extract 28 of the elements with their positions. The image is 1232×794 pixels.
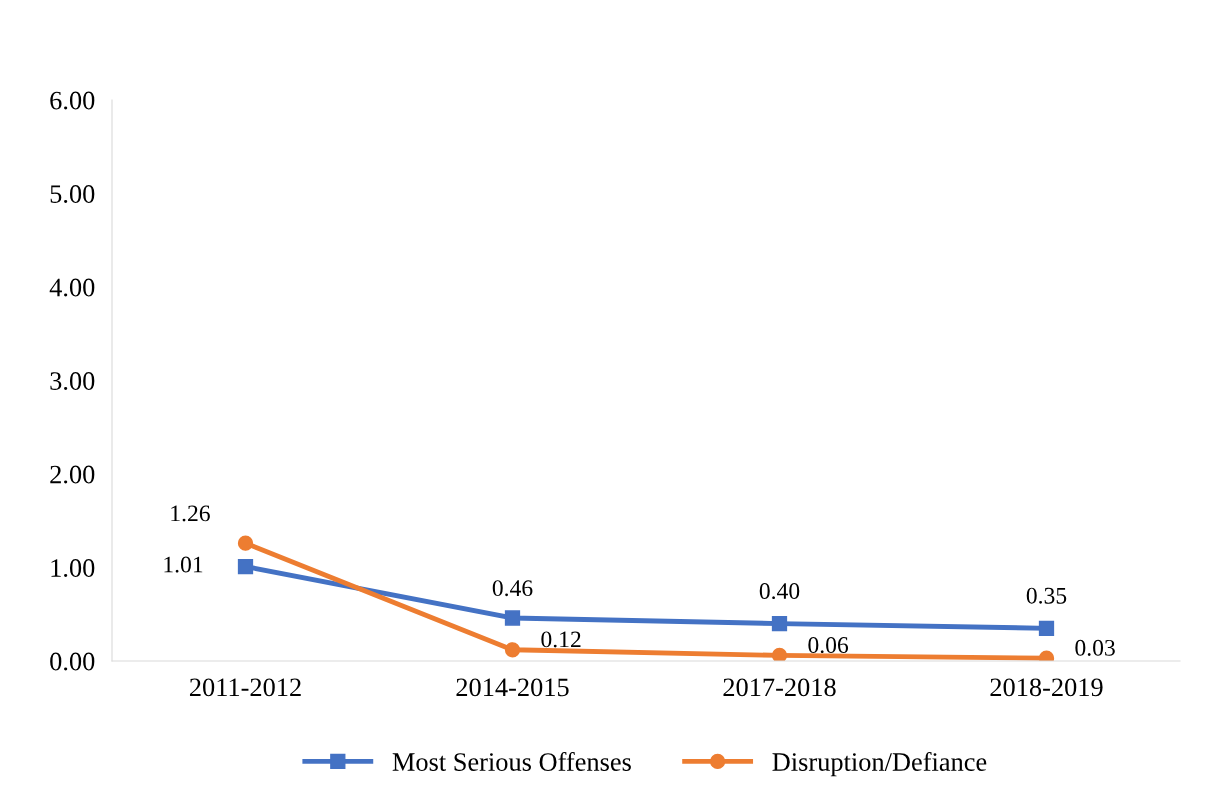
- point: [771, 615, 788, 632]
- data-label: 0.06: [808, 637, 849, 654]
- point: [237, 535, 254, 551]
- y-tick-label: 5.00: [50, 185, 95, 204]
- x-tick-label: 2017-2018: [723, 678, 836, 697]
- data-label: 0.46: [492, 580, 533, 597]
- data-label: 0.12: [541, 631, 581, 648]
- point: [504, 642, 521, 658]
- point: [771, 647, 788, 661]
- data-label: 1.26: [171, 505, 210, 522]
- y-tick-label: 6.00: [50, 91, 95, 110]
- legend-label: Most Serious Offenses: [392, 752, 631, 771]
- data-label: 0.40: [759, 583, 800, 600]
- y-tick-label: 3.00: [50, 372, 95, 391]
- data-label: 0.03: [1075, 639, 1115, 656]
- legend-label: Disruption/Defiance: [772, 752, 987, 777]
- y-tick-label: 0.00: [50, 652, 95, 671]
- data-label: 1.01: [164, 556, 203, 573]
- point: [237, 558, 254, 575]
- x-tick-label: 2018-2019: [990, 678, 1103, 697]
- x-tick-label: 2014-2015: [456, 678, 569, 697]
- point: [1038, 620, 1055, 636]
- data-label: 0.35: [1026, 587, 1067, 604]
- y-tick-label: 4.00: [49, 278, 95, 297]
- y-tick-label: 2.00: [50, 465, 95, 484]
- y-tick-label: 1.00: [51, 559, 95, 578]
- point: [504, 610, 521, 626]
- x-tick-label: 2011-2012: [189, 678, 301, 697]
